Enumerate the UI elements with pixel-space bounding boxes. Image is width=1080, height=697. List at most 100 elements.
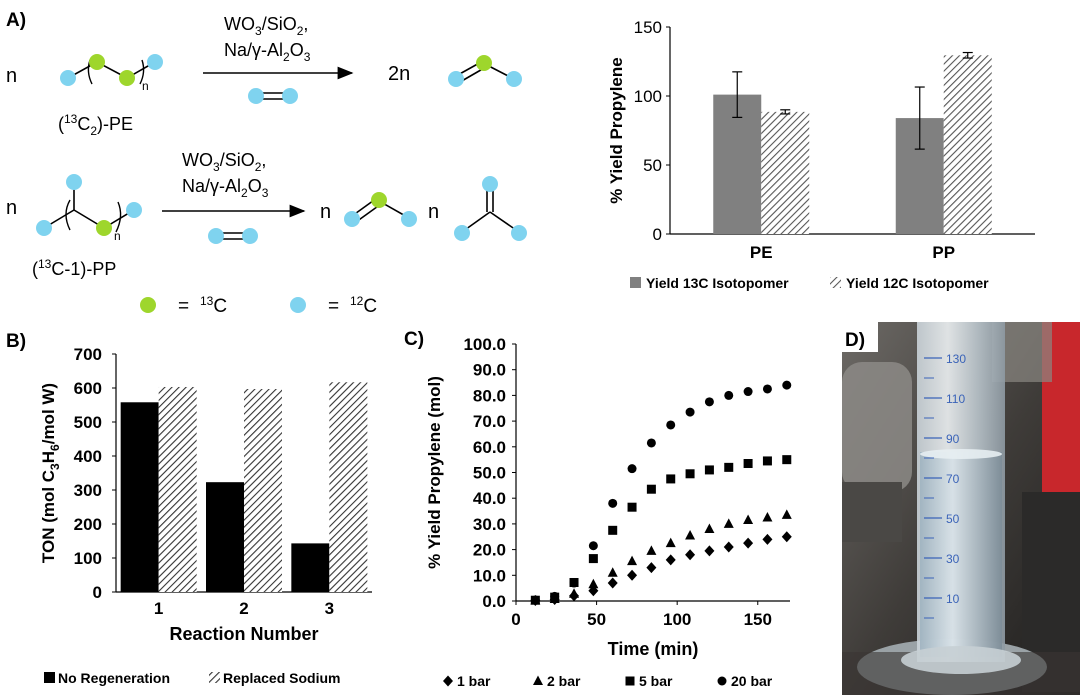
data-point-diamond (607, 577, 618, 589)
repeat-n: n (142, 79, 149, 93)
stoich-n-2: n (6, 197, 17, 219)
stoich-n: n (6, 65, 17, 87)
bar-replaced-3 (329, 382, 368, 592)
data-point-square (704, 465, 714, 475)
legend-marker (625, 676, 635, 686)
data-point-diamond (646, 562, 657, 574)
y-tick-label: 700 (74, 345, 102, 364)
panel-a-scheme: A) n n (13C2)-PE WO3/SiO2, Na/γ-Al2O3 2n (0, 0, 560, 320)
legend-swatch (830, 277, 841, 288)
legend-equals: = (178, 296, 189, 317)
propylene-product (448, 55, 522, 87)
y-axis-title: % Yield Propylene (mol) (425, 376, 444, 569)
carbon-12-atom (147, 54, 163, 70)
pe-structure: n (60, 54, 163, 93)
pp-structure: n (36, 174, 142, 243)
data-point-triangle (685, 529, 696, 540)
carbon-12-atom (60, 70, 76, 86)
data-point-circle (704, 397, 714, 407)
data-point-triangle (781, 509, 792, 519)
legend-13c-label: 13C (200, 294, 227, 317)
bar-noregen-2 (206, 482, 244, 592)
stoich-n-4: n (428, 201, 439, 223)
graduation-label: 70 (946, 472, 960, 486)
data-point-square (646, 484, 656, 494)
pe-label: (13C2)-PE (58, 112, 133, 138)
reaction-scheme: A) n n (13C2)-PE WO3/SiO2, Na/γ-Al2O3 2n (6, 10, 527, 317)
panel-label-c: C) (404, 329, 424, 350)
data-point-diamond (588, 585, 599, 597)
data-point-diamond (781, 531, 792, 543)
legend-label: 2 bar (547, 673, 581, 689)
ethylene-cocatalyst (248, 88, 298, 104)
legend-label: 1 bar (457, 673, 491, 689)
data-point-diamond (704, 545, 715, 557)
y-tick-label: 200 (74, 515, 102, 534)
catalyst-1: WO3/SiO2, (224, 14, 308, 38)
data-point-triangle (569, 588, 580, 598)
series-20-bar (530, 380, 792, 605)
y-tick-label: 40.0 (473, 489, 506, 508)
y-tick-label: 300 (74, 481, 102, 500)
data-point-circle (743, 387, 753, 397)
x-axis-title: Reaction Number (169, 624, 318, 644)
data-point-triangle (723, 518, 734, 528)
catalyst-2b: Na/γ-Al2O3 (182, 176, 269, 200)
legend-13c-dot (140, 297, 156, 313)
data-point-triangle (646, 545, 657, 555)
graduation-label: 130 (946, 352, 966, 366)
data-point-circle (666, 420, 676, 430)
propylene-product-2 (344, 192, 417, 227)
chart-c: C) 0.0 10.0 20.0 30.0 40.0 50.0 60.0 70.0 80.0 90.… (398, 325, 830, 697)
y-tick-label: 90.0 (473, 361, 506, 380)
legend-label: Yield 13C Isotopomer (646, 275, 789, 291)
isobutylene-product (454, 176, 527, 241)
graduation-label: 110 (946, 392, 965, 406)
series-2-bar (530, 509, 792, 605)
legend-equals-2: = (328, 296, 339, 317)
data-point-triangle (607, 567, 618, 577)
legend-label: Replaced Sodium (223, 670, 340, 686)
x-tick-label: 0 (511, 610, 520, 629)
y-tick-label: 80.0 (473, 386, 506, 405)
panel-d-photo: 130 110 90 70 50 30 10 D) (842, 322, 1080, 695)
data-point-circle (530, 595, 540, 605)
data-point-square (762, 456, 772, 466)
x-tick-label: PE (750, 243, 773, 262)
data-point-circle (608, 498, 618, 508)
bar-replaced-1 (158, 386, 197, 592)
data-point-circle (685, 407, 695, 417)
data-point-circle (646, 438, 656, 448)
data-point-circle (724, 390, 734, 400)
legend-label: No Regeneration (58, 670, 170, 686)
y-tick-label: 30.0 (473, 515, 506, 534)
graduation-label: 10 (946, 592, 960, 606)
data-point-square (743, 459, 753, 469)
x-tick-label: 150 (744, 610, 772, 629)
x-tick-label: 50 (587, 610, 606, 629)
data-point-triangle (704, 523, 715, 534)
y-tick-label: 50 (643, 156, 662, 175)
data-point-square (627, 502, 637, 512)
data-point-circle (569, 578, 579, 588)
data-point-triangle (743, 514, 754, 525)
chart-b-svg: B) 0 100 200 300 400 500 600 700 1 2 3 Reaction Numb… (6, 331, 372, 686)
data-point-diamond (723, 541, 734, 553)
y-tick-label: 50.0 (473, 464, 506, 483)
data-point-triangle (762, 511, 773, 522)
y-axis-title: TON (mol C3H6/mol W) (39, 383, 62, 563)
y-tick-label: 20.0 (473, 541, 506, 560)
x-axis-title: Time (min) (608, 639, 699, 659)
y-tick-label: 100.0 (463, 335, 506, 354)
y-tick-label: 60.0 (473, 438, 506, 457)
y-tick-label: 500 (74, 413, 102, 432)
y-axis-title: % Yield Propylene (607, 57, 626, 203)
repeat-n-pp: n (114, 229, 121, 243)
bar-replaced-2 (244, 389, 282, 592)
legend-marker (533, 675, 543, 685)
x-tick-label: 2 (239, 599, 248, 618)
chart-b: B) 0 100 200 300 400 500 600 700 1 2 3 Reaction Numb… (0, 325, 385, 697)
data-point-circle (782, 380, 792, 390)
x-tick-label: 1 (154, 599, 163, 618)
data-point-triangle (665, 537, 676, 548)
